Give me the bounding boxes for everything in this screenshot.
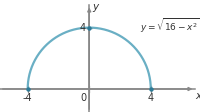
Text: 4: 4 [80, 23, 86, 33]
Text: y: y [92, 2, 98, 12]
Text: -4: -4 [23, 93, 33, 102]
Text: x: x [195, 91, 200, 101]
Text: 0: 0 [81, 93, 87, 102]
Text: 4: 4 [148, 93, 154, 102]
Text: $y=\sqrt{16-x^{2}}$: $y=\sqrt{16-x^{2}}$ [140, 17, 200, 35]
